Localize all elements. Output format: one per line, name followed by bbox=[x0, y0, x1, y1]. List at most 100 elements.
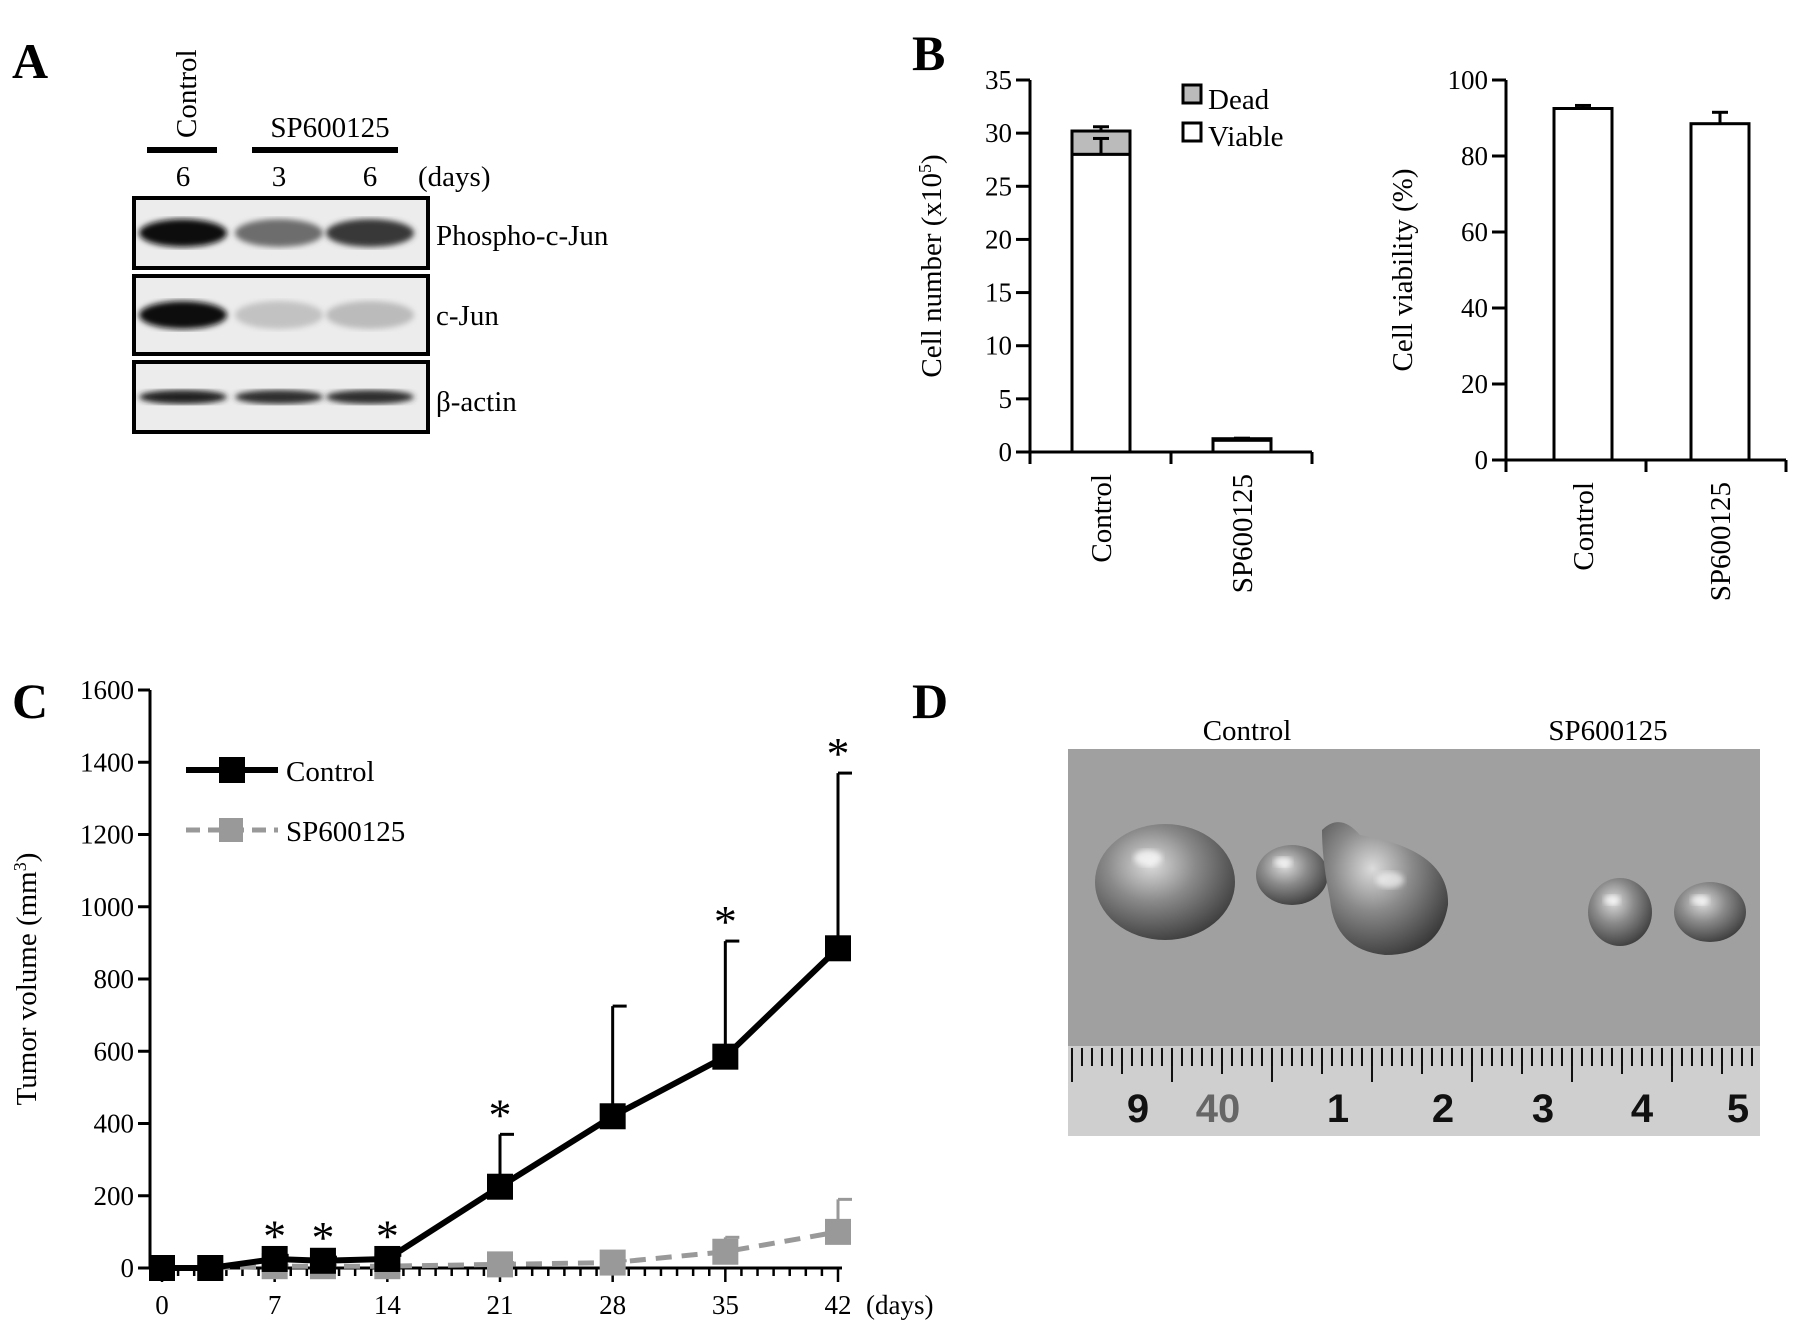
blot-row-label: c-Jun bbox=[436, 300, 499, 332]
blot-days-unit: (days) bbox=[418, 161, 490, 193]
y-tick-label: 1000 bbox=[80, 892, 134, 922]
tumor bbox=[1588, 878, 1652, 946]
data-point bbox=[712, 1238, 739, 1265]
y-tick-label: 80 bbox=[1461, 141, 1488, 171]
x-tick-label: 42 bbox=[825, 1290, 852, 1320]
y-tick-label: 40 bbox=[1461, 293, 1488, 323]
y-tick-label: 20 bbox=[985, 224, 1012, 254]
tumor bbox=[1322, 822, 1449, 955]
panel-c: C 0 200 400 600 800 1000 1200 1400 1600 0 7 14 21 28 3… bbox=[10, 673, 933, 1320]
y-tick-label: 200 bbox=[94, 1181, 135, 1211]
y-tick-label: 600 bbox=[94, 1036, 135, 1066]
x-axis-unit: (days) bbox=[866, 1290, 933, 1320]
data-point bbox=[309, 1247, 336, 1274]
blot-band bbox=[235, 390, 323, 404]
x-tick-label: 28 bbox=[599, 1290, 626, 1320]
blot-band bbox=[326, 219, 414, 247]
legend-swatch-dead bbox=[1181, 83, 1203, 105]
tumor bbox=[1674, 882, 1746, 942]
tumor-volume-chart: 0 200 400 600 800 1000 1200 1400 1600 0 7 14 21 28 35 4… bbox=[10, 675, 933, 1320]
y-tick-label: 1200 bbox=[80, 820, 134, 850]
panel-a: A Control SP600125 6 3 6 (days) Phospho-… bbox=[12, 33, 609, 434]
data-point bbox=[599, 1249, 626, 1276]
blot-band bbox=[139, 219, 227, 247]
data-point bbox=[261, 1245, 288, 1272]
x-tick-label: 21 bbox=[487, 1290, 514, 1320]
bar-viable bbox=[1070, 152, 1132, 454]
ruler-number: 3 bbox=[1532, 1087, 1554, 1131]
legend-label: Viable bbox=[1208, 121, 1284, 153]
ruler-number: 2 bbox=[1432, 1087, 1454, 1131]
blot-band bbox=[235, 301, 323, 329]
panel-b: B 0 5 10 15 20 25 30 35 Control SP600125 Cell numb… bbox=[912, 25, 1788, 601]
cell-viability-chart: 0 20 40 60 80 100 Control SP600125 Cell viabilit… bbox=[1387, 65, 1788, 601]
y-tick-label: 25 bbox=[985, 171, 1012, 201]
legend-marker-control bbox=[219, 757, 245, 783]
y-tick-label: 400 bbox=[94, 1109, 135, 1139]
significance-star: * bbox=[311, 1212, 334, 1263]
blot-band bbox=[139, 301, 227, 329]
ruler bbox=[1068, 1046, 1760, 1136]
legend-swatch-viable bbox=[1181, 121, 1203, 143]
ruler-number: 40 bbox=[1196, 1087, 1241, 1131]
legend-label: SP600125 bbox=[286, 816, 405, 848]
data-point bbox=[374, 1245, 401, 1272]
y-tick-label: 20 bbox=[1461, 369, 1488, 399]
significance-star: * bbox=[714, 896, 737, 947]
blot-lane-day: 6 bbox=[363, 161, 378, 193]
blot-band bbox=[326, 301, 414, 329]
blot-treatment-label: SP600125 bbox=[270, 112, 389, 144]
ruler-number: 9 bbox=[1127, 1087, 1149, 1131]
y-tick-label: 0 bbox=[1475, 445, 1489, 475]
significance-star: * bbox=[376, 1210, 399, 1261]
bar-viable bbox=[1211, 438, 1273, 454]
blot-lane-day: 6 bbox=[176, 161, 191, 193]
y-axis-label: Tumor volume (mm3) bbox=[10, 853, 43, 1106]
tumor bbox=[1095, 824, 1235, 940]
x-category-label: Control bbox=[1086, 474, 1118, 563]
blot-lane-control-label: Control bbox=[171, 49, 203, 138]
ruler-number: 1 bbox=[1327, 1087, 1349, 1131]
y-tick-label: 60 bbox=[1461, 217, 1488, 247]
data-point bbox=[149, 1255, 175, 1281]
cell-number-chart: 0 5 10 15 20 25 30 35 Control SP600125 Cell number… bbox=[915, 65, 1314, 593]
y-tick-label: 0 bbox=[121, 1253, 135, 1283]
panel-label-a: A bbox=[12, 33, 48, 89]
data-point bbox=[197, 1255, 224, 1281]
tumor-photo: 9 40 1 2 3 4 5 bbox=[1068, 749, 1760, 1136]
data-point bbox=[487, 1251, 513, 1278]
y-tick-label: 100 bbox=[1448, 65, 1489, 95]
photo-label-control: Control bbox=[1203, 715, 1292, 747]
y-tick-label: 15 bbox=[985, 278, 1012, 308]
bar bbox=[1689, 122, 1751, 462]
data-point bbox=[712, 1043, 739, 1070]
y-axis-label: Cell number (x105) bbox=[915, 154, 948, 377]
data-point bbox=[825, 1218, 851, 1245]
data-point bbox=[487, 1173, 513, 1200]
ruler-number: 5 bbox=[1727, 1087, 1749, 1131]
panel-label-d: D bbox=[912, 673, 948, 729]
photo-label-sp600125: SP600125 bbox=[1548, 715, 1667, 747]
x-category-label: Control bbox=[1568, 482, 1600, 571]
bar bbox=[1552, 107, 1614, 462]
y-tick-label: 10 bbox=[985, 331, 1012, 361]
y-tick-label: 35 bbox=[985, 65, 1012, 95]
y-tick-label: 800 bbox=[94, 964, 135, 994]
blot-lane-day: 3 bbox=[272, 161, 287, 193]
legend-marker-sp600125 bbox=[219, 818, 243, 842]
blot-row-label: Phospho-c-Jun bbox=[436, 220, 609, 252]
y-tick-label: 0 bbox=[999, 437, 1013, 467]
y-axis-label: Cell viability (%) bbox=[1387, 169, 1419, 372]
panel-label-c: C bbox=[12, 673, 48, 729]
significance-star: * bbox=[263, 1210, 286, 1261]
blot-band bbox=[139, 390, 227, 404]
series-line bbox=[162, 1229, 839, 1271]
y-tick-label: 5 bbox=[999, 384, 1013, 414]
panel-d: D Control SP600125 9 40 1 2 3 4 bbox=[912, 673, 1760, 1136]
data-point bbox=[825, 935, 851, 962]
significance-star: * bbox=[827, 728, 850, 779]
data-point bbox=[599, 1103, 626, 1130]
blot-row-label: β-actin bbox=[436, 386, 517, 418]
y-tick-label: 30 bbox=[985, 118, 1012, 148]
tumor bbox=[1256, 845, 1328, 905]
